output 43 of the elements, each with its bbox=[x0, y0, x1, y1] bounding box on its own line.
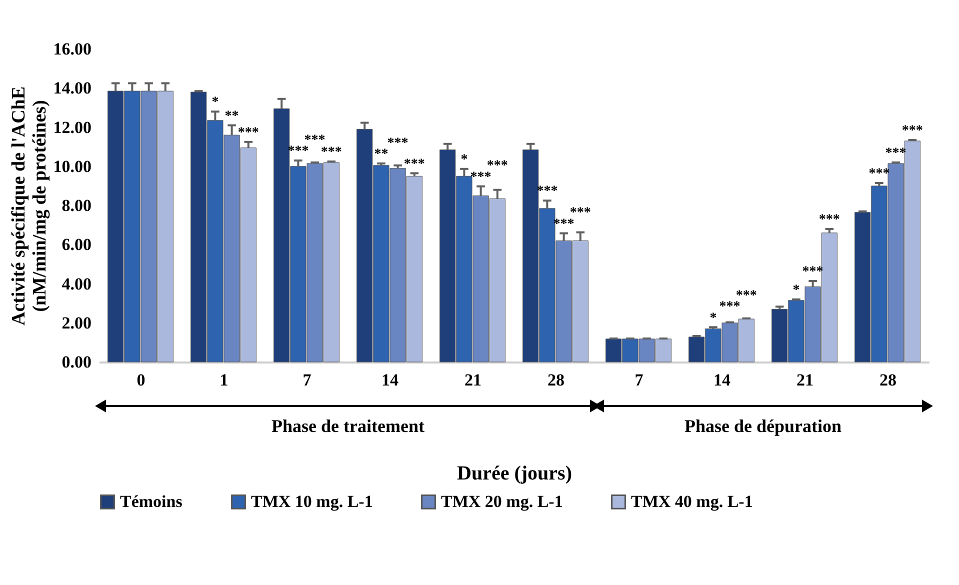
legend-label: Témoins bbox=[120, 492, 183, 511]
data-label: *** bbox=[320, 145, 342, 160]
data-label: * bbox=[212, 95, 219, 110]
data-label: * bbox=[792, 283, 800, 298]
legend-label: TMX 10 mg. L-1 bbox=[251, 492, 373, 511]
x-tick-label: 0 bbox=[136, 370, 146, 390]
y-tick-label: 2.00 bbox=[62, 313, 92, 332]
x-tick-label: 14 bbox=[382, 370, 399, 390]
data-label: * bbox=[460, 152, 468, 168]
x-tick-label: 28 bbox=[880, 370, 896, 390]
data-label: *** bbox=[818, 212, 840, 228]
text: Phase de dépuration bbox=[684, 416, 842, 436]
data-label: ** bbox=[374, 147, 388, 162]
data-label: *** bbox=[885, 146, 906, 162]
y-tick-label: 4.00 bbox=[62, 274, 92, 294]
y-tick-label: 10.00 bbox=[53, 156, 92, 176]
x-tick-label: 1 bbox=[220, 370, 228, 390]
legend-label: TMX 20 mg. L-1 bbox=[441, 492, 563, 511]
data-label: *** bbox=[470, 170, 492, 185]
x-tick-label: 7 bbox=[634, 370, 644, 390]
x-tick-label: 21 bbox=[796, 370, 814, 390]
y-tick-label: 6.00 bbox=[62, 235, 92, 254]
data-label: *** bbox=[902, 124, 923, 139]
x-tick-label: 7 bbox=[302, 370, 312, 390]
x-tick-label: 28 bbox=[548, 370, 564, 390]
x-tick-label: 14 bbox=[714, 370, 731, 390]
x-axis-title: Durée (jours) bbox=[457, 462, 572, 484]
text: Phase de traitement bbox=[272, 416, 424, 436]
legend-label: TMX 40 mg. L-1 bbox=[631, 492, 753, 511]
data-label: *** bbox=[238, 126, 259, 141]
y-tick-label: 12.00 bbox=[53, 118, 92, 137]
data-label: *** bbox=[719, 300, 740, 315]
y-tick-label: 14.00 bbox=[53, 78, 92, 98]
data-label: ** bbox=[224, 108, 239, 124]
x-tick-label: 21 bbox=[464, 370, 482, 390]
data-label: *** bbox=[802, 264, 824, 280]
y-tick-label: 8.00 bbox=[62, 196, 92, 215]
y-tick-label: 0.00 bbox=[62, 352, 92, 372]
data-label: * bbox=[710, 310, 717, 326]
data-label: *** bbox=[387, 136, 408, 151]
y-tick-label: 16.00 bbox=[53, 40, 92, 58]
data-label: *** bbox=[404, 156, 425, 172]
y-axis-title: Activité spécifique de l'AChE (nM/min/mg de protéines) bbox=[8, 86, 50, 326]
